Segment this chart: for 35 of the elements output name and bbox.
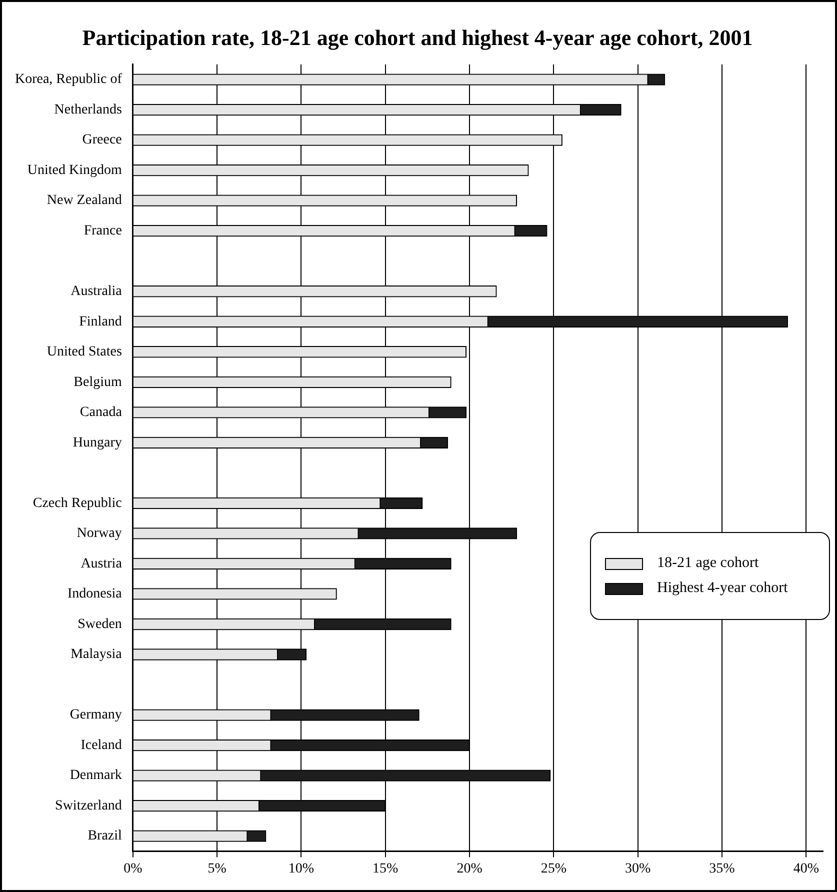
y-tick-label: Iceland: [80, 738, 122, 753]
y-tick-label: France: [84, 224, 122, 239]
y-tick-label: Indonesia: [67, 586, 123, 602]
y-tick-label: United Kingdom: [27, 162, 122, 178]
x-tick-label: 0%: [124, 861, 143, 876]
x-tick-label: 5%: [208, 861, 227, 876]
chart-title: Participation rate, 18-21 age cohort and highest 4-year age cohort, 2001: [82, 24, 753, 50]
y-tick-label: Hungary: [72, 435, 122, 450]
y-tick-label: Canada: [80, 405, 123, 420]
y-tick-label: Malaysia: [70, 647, 123, 662]
y-tick-label: Czech Republic: [32, 496, 122, 511]
y-tick-label: Norway: [76, 526, 122, 542]
x-tick-label: 15%: [372, 861, 399, 876]
x-tick-label: 35%: [709, 861, 736, 876]
legend-label: Highest 4-year cohort: [657, 580, 788, 597]
y-tick-label: Greece: [82, 132, 122, 148]
y-tick-label: Finland: [79, 314, 122, 330]
y-tick-label: Denmark: [70, 768, 122, 784]
x-tick-label: 25%: [540, 861, 567, 876]
y-tick-label: Netherlands: [54, 102, 122, 118]
x-tick-label: 20%: [456, 861, 483, 876]
y-tick-label: Brazil: [88, 828, 122, 844]
x-tick-label: 40%: [793, 861, 820, 876]
y-tick-label: Germany: [70, 708, 122, 723]
y-tick-label: Austria: [80, 556, 123, 572]
y-tick-label: Switzerland: [55, 798, 122, 814]
y-tick-label: Korea, Republic of: [14, 72, 122, 88]
legend-label: 18-21 age cohort: [657, 555, 759, 572]
y-tick-label: Sweden: [78, 616, 122, 632]
y-tick-label: Australia: [70, 284, 123, 300]
y-tick-label: New Zealand: [46, 193, 122, 208]
x-tick-label: 30%: [625, 861, 652, 876]
y-tick-label: Belgium: [74, 374, 122, 390]
x-tick-label: 10%: [288, 861, 314, 876]
y-tick-label: United States: [46, 344, 122, 360]
